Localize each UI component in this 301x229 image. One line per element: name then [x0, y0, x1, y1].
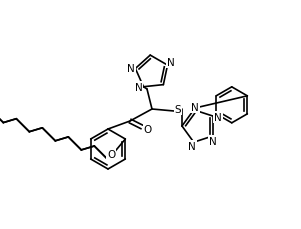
Text: N: N	[128, 64, 135, 74]
Text: O: O	[107, 149, 116, 159]
Text: N: N	[214, 112, 222, 123]
Text: N: N	[209, 136, 217, 146]
Text: N: N	[188, 142, 196, 152]
Text: N: N	[135, 82, 142, 92]
Text: S: S	[175, 105, 181, 114]
Text: O: O	[144, 124, 152, 134]
Text: N: N	[191, 102, 199, 112]
Text: N: N	[167, 58, 174, 68]
